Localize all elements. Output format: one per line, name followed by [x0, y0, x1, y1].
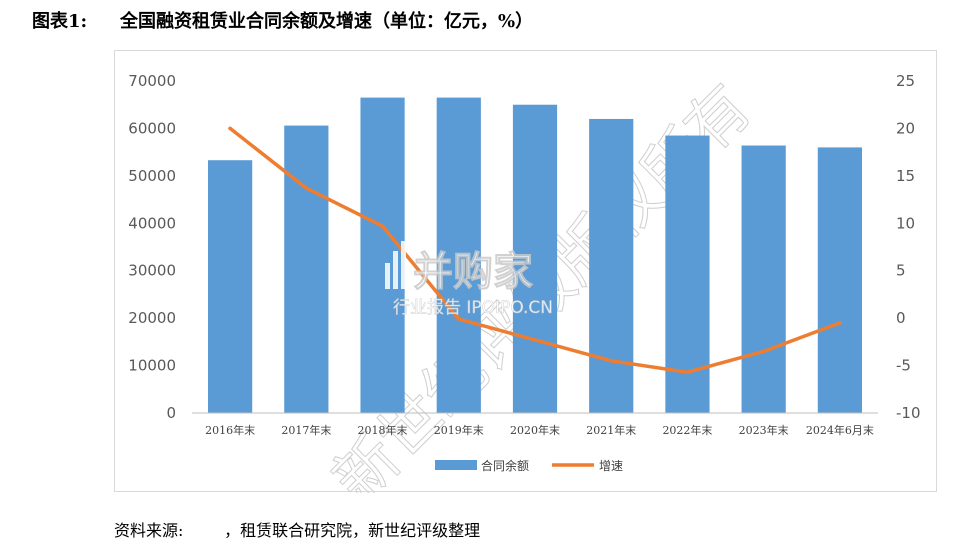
figure-label: 图表1:	[32, 11, 88, 32]
legend-swatch-bar	[435, 460, 477, 470]
right-tick-25: 25	[896, 72, 915, 90]
right-tick-15: 15	[896, 167, 915, 185]
figure-title: 图表1: 全国融资租赁业合同余额及增速（单位：亿元，%）	[32, 8, 533, 36]
figure-caption: 全国融资租赁业合同余额及增速（单位：亿元，%）	[120, 11, 534, 32]
combo-chart: 新世纪评级版权所有 010000200003000040000500006000…	[128, 70, 921, 493]
x-tick-2018年末: 2018年末	[358, 423, 408, 437]
right-axis-ticks: -10 -5 0 5 10 15 20 25	[896, 72, 921, 422]
left-tick-40000: 40000	[128, 214, 176, 232]
logo-bar-1	[385, 263, 390, 289]
x-tick-2021年末: 2021年末	[586, 423, 636, 437]
growth-point-2023年末	[761, 349, 766, 354]
bar-2018年末	[360, 97, 405, 413]
left-axis-ticks: 0 10000 20000 30000 40000 50000 60000 70000	[128, 72, 176, 422]
bar-2019年末	[436, 97, 481, 413]
right-tick-0: 0	[896, 309, 906, 327]
bar-2021年末	[589, 118, 634, 413]
growth-point-2022年末	[685, 370, 690, 375]
legend-label-bar: 合同余额	[481, 458, 529, 473]
bar-2023年末	[741, 145, 786, 413]
left-tick-50000: 50000	[128, 167, 176, 185]
line-series	[228, 126, 842, 375]
logo-tagline: 行业报告 IPOIPO.CN	[393, 298, 553, 318]
left-tick-60000: 60000	[128, 119, 176, 137]
bar-2016年末	[208, 160, 253, 413]
right-tick--10: -10	[896, 404, 921, 422]
chart-frame: 新世纪评级版权所有 010000200003000040000500006000…	[114, 50, 937, 493]
left-tick-0: 0	[166, 404, 176, 422]
right-tick--5: -5	[896, 357, 911, 375]
logo-bar-3	[401, 241, 406, 289]
left-tick-70000: 70000	[128, 72, 176, 90]
growth-point-2019年末	[456, 317, 461, 321]
x-tick-2019年末: 2019年末	[434, 423, 484, 437]
growth-point-2021年末	[609, 359, 614, 363]
bar-2020年末	[512, 104, 558, 413]
right-tick-20: 20	[896, 119, 915, 137]
legend: 合同余额 增速	[435, 458, 623, 473]
growth-point-2024年6月末	[838, 321, 842, 325]
x-tick-2024年6月末: 2024年6月末	[806, 423, 874, 437]
growth-point-2020年末	[533, 338, 537, 342]
source-label: 资料来源:	[114, 521, 184, 540]
bar-series	[208, 97, 862, 413]
legend-label-line: 增速	[599, 459, 623, 473]
growth-point-2016年末	[228, 126, 232, 131]
x-axis-ticks: 2016年末 2017年末 2018年末 2019年末 2020年末 2021年末 2022…	[205, 423, 874, 437]
x-tick-2022年末: 2022年末	[662, 423, 712, 437]
growth-point-2017年末	[304, 186, 309, 190]
logo-brand: 并购家	[413, 249, 533, 295]
bar-2024年6月末	[817, 147, 862, 413]
source-text: ，租赁联合研究院，新世纪评级整理	[224, 521, 481, 540]
left-tick-20000: 20000	[128, 309, 176, 327]
left-tick-30000: 30000	[128, 262, 176, 280]
source-note: 资料来源: ，租赁联合研究院，新世纪评级整理	[114, 518, 480, 544]
left-tick-10000: 10000	[128, 357, 176, 375]
x-tick-2023年末: 2023年末	[739, 423, 789, 437]
bar-2017年末	[284, 125, 329, 413]
x-tick-2016年末: 2016年末	[205, 423, 255, 437]
right-tick-10: 10	[896, 214, 915, 232]
x-tick-2017年末: 2017年末	[281, 423, 331, 437]
right-tick-5: 5	[896, 262, 906, 280]
logo-bar-2	[393, 251, 398, 289]
x-tick-2020年末: 2020年末	[510, 423, 560, 437]
growth-point-2018年末	[380, 224, 385, 228]
